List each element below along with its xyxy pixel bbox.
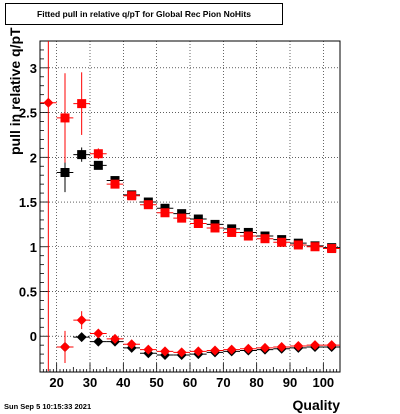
y-tick-label: 2.5 bbox=[19, 106, 37, 121]
data-point-square bbox=[277, 237, 287, 247]
y-tick-label: 0 bbox=[30, 329, 37, 344]
data-point-square bbox=[160, 208, 170, 218]
data-point-diamond bbox=[193, 346, 204, 357]
x-tick-label: 100 bbox=[312, 375, 334, 390]
data-point-square bbox=[77, 150, 87, 160]
data-point-square bbox=[293, 240, 303, 250]
data-point-diamond bbox=[143, 344, 154, 355]
data-point-diamond bbox=[210, 345, 220, 356]
data-point-diamond bbox=[310, 340, 320, 351]
footer-date: Sun Sep 5 10:15:33 2021 bbox=[4, 402, 92, 411]
x-tick-label: 30 bbox=[83, 375, 97, 390]
data-point-diamond bbox=[326, 340, 337, 351]
data-point-diamond bbox=[176, 347, 187, 358]
data-point-diamond bbox=[110, 333, 120, 344]
x-axis-label: Quality bbox=[292, 397, 340, 413]
chart-title: Fitted pull in relative q/pT for Global … bbox=[5, 3, 283, 25]
data-point-diamond bbox=[293, 341, 304, 352]
data-point-square bbox=[93, 160, 103, 170]
data-point-square bbox=[93, 149, 103, 159]
y-tick-label: 2 bbox=[30, 150, 37, 165]
x-tick-label: 80 bbox=[249, 375, 263, 390]
data-point-diamond bbox=[76, 315, 87, 326]
x-tick-label: 40 bbox=[116, 375, 130, 390]
y-axis-label: pull in relative q/pT bbox=[7, 27, 23, 155]
y-tick-label: 1 bbox=[30, 240, 37, 255]
data-point-diamond bbox=[93, 336, 104, 347]
x-tick-label: 50 bbox=[149, 375, 163, 390]
data-point-square bbox=[127, 191, 137, 201]
x-tick-label: 70 bbox=[216, 375, 230, 390]
data-point-diamond bbox=[93, 328, 104, 339]
data-point-square bbox=[243, 231, 253, 241]
data-point-square bbox=[110, 179, 120, 189]
data-point-diamond bbox=[126, 339, 137, 350]
y-tick-label: 0.5 bbox=[19, 284, 37, 299]
data-point-square bbox=[177, 213, 187, 223]
data-point-square bbox=[227, 227, 237, 237]
data-point-square bbox=[310, 242, 320, 252]
data-point-square bbox=[60, 113, 70, 123]
data-point-square bbox=[77, 99, 87, 109]
data-point-diamond bbox=[76, 332, 87, 343]
x-tick-label: 60 bbox=[183, 375, 197, 390]
y-tick-label: 1.5 bbox=[19, 195, 37, 210]
data-point-square bbox=[327, 244, 337, 254]
data-point-diamond bbox=[243, 343, 254, 354]
x-tick-label: 90 bbox=[283, 375, 297, 390]
data-point-square bbox=[260, 234, 270, 244]
data-point-square bbox=[210, 223, 220, 233]
data-point-diamond bbox=[226, 344, 237, 355]
data-point-diamond bbox=[43, 97, 54, 108]
data-point-square bbox=[193, 218, 203, 228]
data-point-diamond bbox=[260, 342, 270, 353]
data-point-square bbox=[143, 200, 153, 210]
data-point-diamond bbox=[276, 341, 287, 352]
data-point-square bbox=[60, 168, 70, 178]
x-tick-label: 20 bbox=[49, 375, 63, 390]
data-point-diamond bbox=[60, 341, 70, 352]
data-point-diamond bbox=[160, 346, 170, 357]
y-tick-label: 3 bbox=[30, 61, 37, 76]
